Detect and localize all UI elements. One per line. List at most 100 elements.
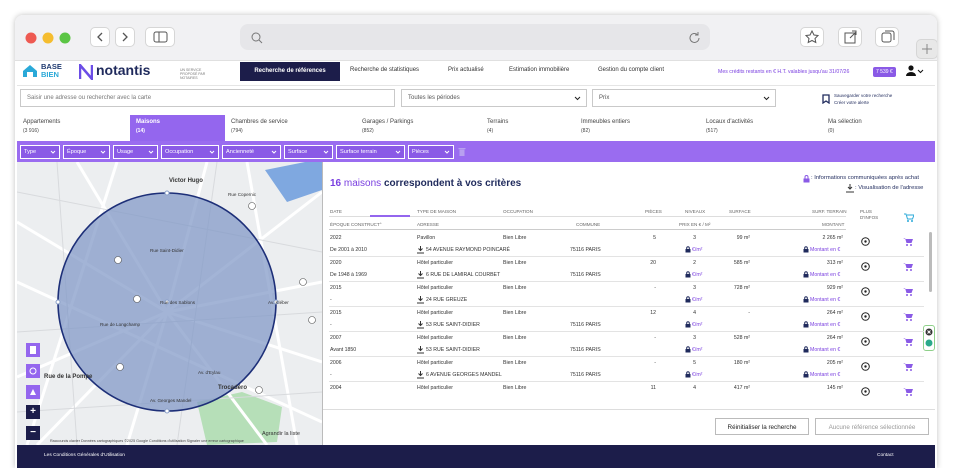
brand-name: notantis — [96, 62, 150, 78]
cell-address: 6 RUE DE LAMIRAL COURBET — [426, 272, 500, 278]
add-to-cart[interactable] — [903, 262, 913, 271]
zoom-button[interactable]: + — [26, 405, 40, 419]
cell-date: 2020 — [330, 260, 342, 266]
sidebar-button[interactable] — [145, 27, 175, 47]
cell-occupation: Bien Libre — [503, 360, 526, 366]
filter-select[interactable]: Usage — [113, 145, 158, 159]
cart-header — [904, 213, 914, 222]
bookmark-button[interactable] — [800, 27, 824, 47]
info-button[interactable] — [861, 362, 870, 371]
tabs-button[interactable] — [875, 27, 899, 47]
address-bar[interactable] — [240, 24, 710, 50]
filter-select[interactable]: Ancienneté — [222, 145, 281, 159]
user-menu[interactable] — [905, 65, 925, 77]
clear-filters[interactable] — [458, 147, 466, 157]
cell-surface: 417 m² — [720, 385, 750, 391]
side-widget[interactable] — [923, 325, 935, 351]
info-button[interactable] — [861, 287, 870, 296]
window-controls[interactable] — [25, 31, 75, 45]
tab[interactable]: Ma sélection(0) — [822, 115, 930, 141]
map-label: Trocadéro — [218, 385, 247, 391]
nav-item[interactable]: Estimation immobilière — [509, 67, 569, 73]
add-to-cart[interactable] — [903, 362, 913, 371]
save-icon[interactable] — [822, 94, 830, 104]
scrollbar[interactable] — [929, 232, 932, 292]
cell-commune: 75116 PARIS — [570, 322, 601, 328]
reset-button[interactable]: Réinitialiser la recherche — [715, 418, 809, 435]
tab[interactable]: Chambres de service(794) — [225, 115, 356, 141]
address-icon — [417, 371, 424, 379]
info-button[interactable] — [861, 387, 870, 396]
tab-count: (852) — [362, 127, 475, 136]
result-kind: maisons — [344, 178, 381, 189]
cell-price: €/m² — [692, 297, 702, 303]
nav-item[interactable]: Prix actualisé — [448, 67, 484, 73]
nav-item[interactable]: Recherche de statistiques — [350, 67, 419, 73]
share-button[interactable] — [838, 27, 862, 47]
filter-select[interactable]: Surface — [284, 145, 333, 159]
zoom-button[interactable]: − — [26, 426, 40, 440]
nav-item[interactable]: Gestion du compte client — [598, 67, 664, 73]
tab[interactable]: Immeubles entiers(82) — [575, 115, 700, 141]
filter-label: Type — [24, 149, 36, 155]
period-select[interactable]: Toutes les périodes — [401, 89, 587, 107]
cell-levels: 3 — [684, 235, 696, 241]
map-tool[interactable] — [26, 364, 40, 378]
filter-select[interactable]: Occupation — [161, 145, 219, 159]
map-tool[interactable] — [26, 385, 40, 399]
filter-select[interactable]: Surface terrain — [336, 145, 405, 159]
add-to-cart[interactable] — [903, 337, 913, 346]
map-label: Rue de la Pompe — [44, 374, 92, 380]
cell-address: 24 RUE GREUZE — [426, 297, 467, 303]
cell-amount: Montant en € — [810, 297, 840, 303]
address-input[interactable]: Saisir une adresse ou rechercher avec la… — [20, 89, 395, 107]
contact-link[interactable]: Contact — [877, 453, 894, 458]
expand-link[interactable]: Agrandir la liste — [262, 431, 300, 437]
filter-label: Époque — [67, 149, 86, 155]
address-icon — [417, 321, 424, 329]
back-button[interactable] — [90, 27, 110, 47]
cell-date: 2022 — [330, 235, 342, 241]
cell-date: 2015 — [330, 285, 342, 291]
alert-link[interactable]: Créer votre alerte — [834, 100, 869, 105]
forward-button[interactable] — [115, 27, 135, 47]
add-to-cart[interactable] — [903, 387, 913, 396]
cell-price: €/m² — [692, 272, 702, 278]
add-to-cart[interactable] — [903, 312, 913, 321]
cell-amount: Montant en € — [810, 372, 840, 378]
tab[interactable]: Appartements(3 916) — [17, 115, 130, 141]
nav-item[interactable]: Recherche de références — [240, 62, 340, 81]
cell-amount: Montant en € — [810, 272, 840, 278]
tab[interactable]: Garages / Parkings(852) — [356, 115, 481, 141]
lock-icon — [685, 346, 691, 353]
filter-select[interactable]: Époque — [63, 145, 110, 159]
filter-select[interactable]: Pièces — [408, 145, 454, 159]
cell-address: 53 RUE SAINT-DIDIER — [426, 322, 480, 328]
map-label: Rue de Longchamp — [100, 322, 140, 327]
info-button[interactable] — [861, 262, 870, 271]
add-to-cart[interactable] — [903, 237, 913, 246]
info-button[interactable] — [861, 337, 870, 346]
info-button[interactable] — [861, 237, 870, 246]
terms-link[interactable]: Les Conditions Générales d'Utilisation — [44, 453, 125, 458]
map-tool[interactable] — [26, 343, 40, 357]
save-link[interactable]: Sauvegarder votre recherche — [834, 93, 892, 98]
filter-select[interactable]: Type — [20, 145, 60, 159]
tab-count: (3 916) — [23, 127, 124, 136]
row-divider — [329, 356, 924, 357]
cell-pieces: - — [640, 360, 656, 366]
cell-commune: 75116 PARIS — [570, 347, 601, 353]
info-purchase: : Informations communiquées après achat — [811, 175, 919, 181]
address-icon — [417, 346, 424, 354]
new-tab-button[interactable] — [916, 39, 937, 59]
add-to-cart[interactable] — [903, 287, 913, 296]
tab[interactable]: Maisons(14) — [130, 115, 225, 141]
column-header: ADRESSE — [417, 222, 439, 227]
info-button[interactable] — [861, 312, 870, 321]
tab[interactable]: Terrains(4) — [481, 115, 575, 141]
filter-label: Occupation — [165, 149, 193, 155]
tab[interactable]: Locaux d'activités(517) — [700, 115, 822, 141]
cell-land: 313 m² — [805, 260, 843, 266]
price-select[interactable]: Prix — [592, 89, 776, 107]
row-divider — [329, 381, 924, 382]
